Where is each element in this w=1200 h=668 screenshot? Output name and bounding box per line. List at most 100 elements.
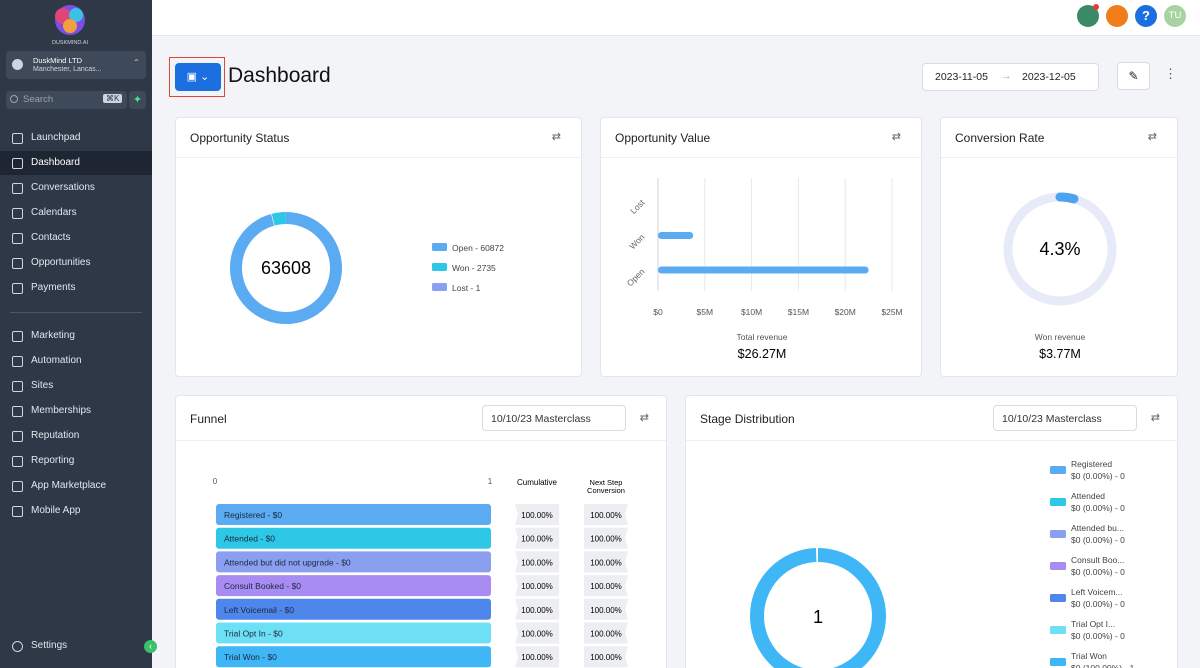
x-tick-label: $20M: [835, 307, 856, 317]
funnel-bar: [216, 504, 491, 525]
nav-item[interactable]: Launchpad: [0, 126, 152, 150]
legend-name: Left Voicem...: [1071, 587, 1123, 597]
nav-label: Automation: [31, 355, 82, 366]
nav-icon: [12, 233, 23, 244]
nav-item[interactable]: Calendars: [0, 201, 152, 225]
nav-label: Memberships: [31, 405, 92, 416]
cell: [584, 598, 628, 620]
footer-label: Total revenue: [736, 332, 787, 342]
funnel-label: Attended but did not upgrade - $0: [224, 557, 351, 567]
nav-item[interactable]: Memberships: [0, 399, 152, 423]
nav-icon: [12, 133, 23, 144]
cell: [584, 551, 628, 573]
page-title: Dashboard: [228, 64, 331, 87]
nav-label: Payments: [31, 282, 76, 293]
legend-swatch: [432, 243, 447, 251]
cell: [515, 646, 559, 668]
nav-item[interactable]: Contacts: [0, 226, 152, 250]
avatar[interactable]: TU: [1164, 5, 1186, 27]
footer-value: $3.77M: [1039, 347, 1081, 361]
ai-button[interactable]: ✦: [129, 91, 146, 109]
legend-label: Won - 2735: [452, 263, 496, 273]
search-box[interactable]: Search ⌘K: [6, 91, 127, 109]
nav-label: Settings: [31, 640, 68, 651]
legend-detail: $0 (0.00%) - 0: [1071, 503, 1125, 513]
nav-icon: [12, 158, 23, 169]
nav-icon: [12, 208, 23, 219]
funnel-bar: [216, 646, 491, 668]
nav-item[interactable]: Settings: [0, 634, 152, 658]
filter-icon[interactable]: ⇄: [551, 131, 561, 143]
nav-item[interactable]: Opportunities: [0, 251, 152, 275]
nav-icon: [12, 258, 23, 269]
bar: [658, 266, 869, 274]
cumulative: 100.00%: [521, 511, 553, 520]
nav-item[interactable]: Mobile App: [0, 499, 152, 523]
legend-swatch: [1050, 594, 1066, 602]
nav-item[interactable]: Reputation: [0, 424, 152, 448]
cell: [515, 598, 559, 620]
legend-swatch: [1050, 658, 1066, 666]
help-button[interactable]: ?: [1135, 5, 1157, 27]
stage-filter[interactable]: 10/10/23 Masterclass: [993, 405, 1137, 431]
nav-icon: [12, 406, 23, 417]
account-switcher[interactable]: DuskMind LTD Manchester, Lancas... ⌃: [6, 51, 146, 79]
next-step: 100.00%: [590, 558, 622, 567]
x-tick-label: $0: [653, 307, 663, 317]
cumulative: 100.00%: [521, 582, 553, 591]
nav-item[interactable]: Payments: [0, 276, 152, 300]
filter-icon[interactable]: ⇄: [1147, 131, 1157, 143]
nav-label: Reputation: [31, 430, 80, 441]
nav-item[interactable]: Dashboard: [0, 151, 152, 175]
date-range[interactable]: 2023-11-05 → 2023-12-05: [922, 63, 1099, 91]
edit-button[interactable]: ✎: [1117, 62, 1150, 90]
legend-swatch: [1050, 530, 1066, 538]
nav-item[interactable]: App Marketplace: [0, 474, 152, 498]
nav-item[interactable]: Automation: [0, 349, 152, 373]
filter-icon[interactable]: ⇄: [639, 412, 649, 424]
funnel-filter[interactable]: 10/10/23 Masterclass: [482, 405, 626, 431]
nav-icon: [12, 183, 23, 194]
nav-item[interactable]: Marketing: [0, 324, 152, 348]
legend-name: Trial Opt I...: [1071, 619, 1115, 629]
opportunity-value-chart: $0 $5M $10M $15M $20M $25M Lost Won Open Total re…: [625, 178, 903, 361]
legend-detail: $0 (100.00%) - 1: [1071, 663, 1135, 668]
next-step: 100.00%: [590, 511, 622, 520]
conversion-rate-card: Conversion Rate 4.3% Won revenue $3.77M ⇄: [940, 117, 1178, 377]
card-title: Funnel: [190, 412, 227, 426]
announcement-button[interactable]: [1077, 5, 1099, 27]
next-step: 100.00%: [590, 582, 622, 591]
nav-icon: [12, 331, 23, 342]
cell: [515, 575, 559, 597]
stage-distribution-card: Stage Distribution 10/10/23 Masterclass …: [685, 395, 1178, 668]
axis-label: 1: [488, 477, 493, 486]
nav-label: App Marketplace: [31, 480, 107, 491]
filter-icon[interactable]: ⇄: [891, 131, 901, 143]
y-tick-label: Won: [627, 232, 647, 252]
cell: [584, 504, 628, 525]
nav-item[interactable]: Conversations: [0, 176, 152, 200]
account-name: DuskMind LTD: [33, 56, 83, 65]
layout-button[interactable]: ▣ ⌄: [175, 63, 221, 91]
nav-item[interactable]: Reporting: [0, 449, 152, 473]
legend-detail: $0 (0.00%) - 0: [1071, 567, 1125, 577]
notification-button[interactable]: [1106, 5, 1128, 27]
filter-icon[interactable]: ⇄: [1150, 412, 1160, 424]
account-location: Manchester, Lancas...: [33, 66, 102, 73]
logo-text: DUSKMIND.AI: [52, 40, 89, 46]
collapse-button[interactable]: ‹: [144, 640, 157, 653]
logo: DUSKMIND.AI: [52, 5, 89, 46]
funnel-card: Funnel 10/10/23 Masterclass 0 1 Cumulative…: [175, 395, 667, 668]
funnel-bar: [216, 622, 491, 644]
nav-item[interactable]: Sites: [0, 374, 152, 398]
search-shortcut: ⌘K: [103, 94, 123, 103]
legend-detail: $0 (0.00%) - 0: [1071, 471, 1125, 481]
cell: [584, 646, 628, 668]
cumulative: 100.00%: [521, 630, 553, 639]
donut-total: 1: [813, 607, 823, 627]
more-button[interactable]: ⋮: [1164, 66, 1177, 81]
cumulative: 100.00%: [521, 653, 553, 662]
separator: [10, 312, 142, 313]
cell: [584, 622, 628, 644]
